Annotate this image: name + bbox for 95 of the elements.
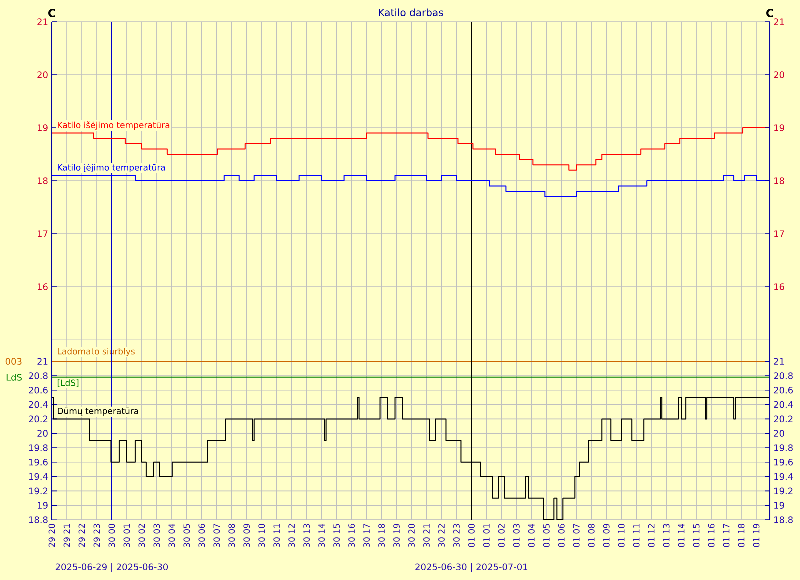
x-tick-label: 01 12 [648,524,655,548]
x-tick-label: 01 14 [678,524,685,548]
y2-tick-label: 19 [774,124,784,132]
x-tick-label: 01 10 [618,524,625,548]
x-tick-label: 30 16 [348,524,356,548]
y2-tick-label: 18 [774,178,784,184]
y-tick-label: 16 [38,284,48,290]
y2-tick-label: 20.2 [774,416,793,423]
y2-tick-label: 19.8 [774,444,793,452]
x-tick-label: 01 01 [483,524,490,548]
x-tick-label: 30 00 [108,524,116,548]
y2-tick-label: 20 [774,72,784,78]
y2-tick-label: 19 [774,502,784,509]
x-tick-label: 30 09 [244,524,250,548]
y-tick-label: 21 [38,18,48,26]
x-tick-label: 30 14 [318,524,326,548]
y2-tick-label: 20.6 [774,386,794,394]
x-tick-label: 01 00 [468,524,475,548]
text: 2025-06-29 | 2025-06-30 [56,564,168,573]
y-axis-title: C [48,9,56,18]
chart-title: Katilo darbas [379,8,444,16]
x-tick-label: 30 01 [124,524,130,548]
y2-tick-label: 19.2 [774,488,793,495]
x-tick-label: 30 12 [288,524,296,548]
y2-tick-label: 20.4 [774,401,794,408]
x-tick-label: 29 20 [48,524,56,548]
y-tick-label: 20.2 [29,416,48,423]
x-tick-label: 30 19 [394,524,400,548]
text: LdS [6,374,22,381]
y2-tick-label: 19.6 [774,458,794,466]
y2-tick-label: 19.4 [774,473,794,480]
y2-tick-label: 20 [774,430,784,437]
x-tick-label: 01 19 [753,524,760,548]
y-tick-label: 20 [38,72,48,78]
y-tick-label: 20.4 [29,401,48,408]
series-label: Dūmų temperatūra [58,408,138,416]
x-tick-label: 30 21 [424,524,430,548]
x-tick-label: 29 23 [94,524,100,548]
text: 003 [6,358,22,365]
series-label: Katilo išėjimo temperatūra [58,122,170,130]
x-tick-label: 30 04 [168,524,176,548]
x-tick-label: 30 13 [304,524,310,548]
y-tick-label: 21 [38,358,48,365]
y2-tick-label: 18.8 [774,516,793,524]
x-tick-label: 01 15 [693,524,700,548]
x-tick-label: 30 10 [258,524,266,548]
x-tick-label: 01 11 [633,524,640,548]
y-tick-label: 20.6 [29,386,48,394]
y2-tick-label: 21 [774,358,784,365]
y2-axis-title: C [766,9,774,18]
x-tick-label: 29 22 [78,524,86,548]
y2-tick-label: 21 [774,18,784,26]
y-tick-label: 19 [38,502,48,509]
y2-tick-label: 20.8 [774,372,793,380]
x-tick-label: 30 20 [408,524,415,548]
y-tick-label: 19.8 [29,444,48,452]
y-tick-label: 20 [38,430,48,437]
x-tick-label: 01 05 [543,524,550,548]
x-tick-label: 30 05 [184,524,190,548]
x-tick-label: 30 17 [364,524,370,548]
x-tick-label: 30 08 [228,524,236,548]
x-tick-label: 30 18 [378,524,385,548]
y-tick-label: 17 [38,230,48,238]
text: 2025-06-30 | 2025-07-01 [416,564,528,573]
y-tick-label: 19 [38,124,48,132]
x-tick-label: 30 11 [274,524,280,548]
x-tick-label: 01 17 [723,524,730,548]
series-label: Katilo įėjimo temperatūra [58,164,166,172]
ref-line-label: [LdS] [58,380,79,388]
x-tick-label: 01 18 [738,524,745,548]
x-tick-label: 30 15 [334,524,340,548]
x-tick-label: 01 08 [588,524,595,548]
y2-tick-label: 17 [774,230,784,238]
x-tick-label: 30 02 [138,524,146,548]
x-tick-label: 30 23 [454,524,460,548]
x-tick-label: 01 03 [513,524,520,548]
x-tick-label: 30 22 [438,524,445,548]
x-tick-label: 30 06 [198,524,206,548]
x-tick-label: 01 13 [663,524,670,548]
x-tick-label: 30 07 [214,524,220,548]
y-tick-label: 19.6 [29,458,48,466]
y-tick-label: 20.8 [29,372,48,380]
x-tick-label: 01 07 [573,524,580,548]
y2-tick-label: 16 [774,284,784,290]
x-tick-label: 01 16 [708,524,715,548]
x-tick-label: 01 04 [528,524,535,548]
x-tick-label: 01 02 [498,524,505,548]
x-tick-label: 01 06 [558,524,565,548]
y-tick-label: 19.2 [29,488,48,495]
y-tick-label: 18 [38,178,48,184]
x-tick-label: 01 09 [603,524,610,548]
y-tick-label: 19.4 [29,473,48,480]
y-tick-label: 18.8 [29,516,48,524]
x-tick-label: 30 03 [154,524,160,548]
x-tick-label: 29 21 [64,524,70,548]
